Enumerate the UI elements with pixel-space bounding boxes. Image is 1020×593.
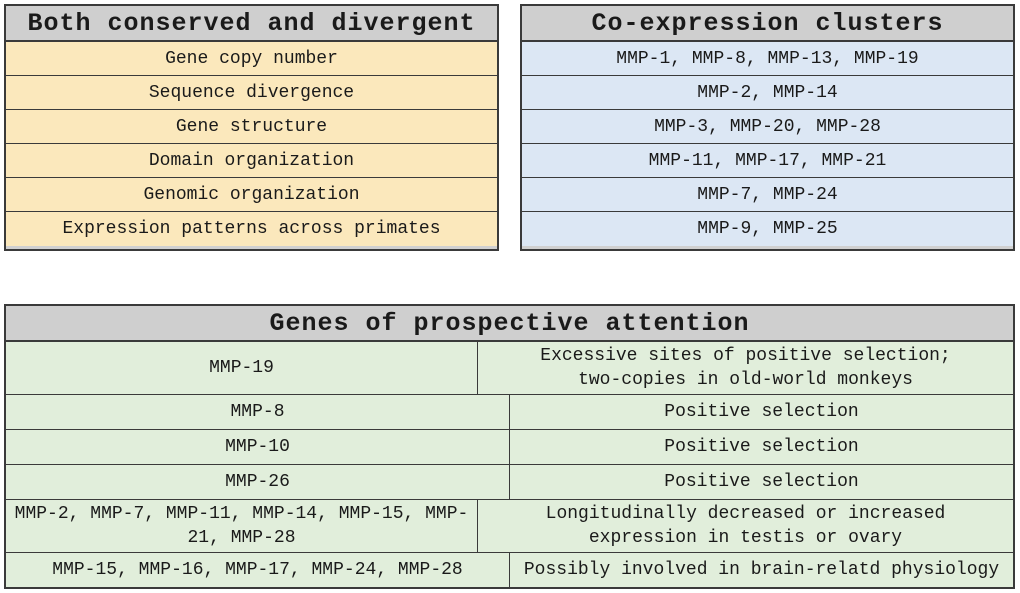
gene-name: MMP-26 (6, 465, 510, 499)
cluster-item: MMP-11, MMP-17, MMP-21 (522, 144, 1013, 178)
gene-row: MMP-26 Positive selection (6, 465, 1013, 500)
conserved-item: Gene structure (6, 110, 497, 144)
gene-row: MMP-2, MMP-7, MMP-11, MMP-14, MMP-15, MM… (6, 500, 1013, 553)
conserved-divergent-table: Both conserved and divergent Gene copy n… (4, 4, 499, 251)
gene-name: MMP-10 (6, 430, 510, 464)
cluster-item: MMP-7, MMP-24 (522, 178, 1013, 212)
gene-row: MMP-15, MMP-16, MMP-17, MMP-24, MMP-28 P… (6, 553, 1013, 587)
conserved-item: Expression patterns across primates (6, 212, 497, 246)
conserved-item: Sequence divergence (6, 76, 497, 110)
gene-name: MMP-19 (6, 342, 478, 394)
cluster-item: MMP-2, MMP-14 (522, 76, 1013, 110)
gene-note: Excessive sites of positive selection; t… (540, 346, 951, 390)
gene-row: MMP-8 Positive selection (6, 395, 1013, 430)
conserved-item: Genomic organization (6, 178, 497, 212)
cluster-item: MMP-9, MMP-25 (522, 212, 1013, 246)
genes-attention-title: Genes of prospective attention (6, 306, 1013, 342)
conserved-item: Gene copy number (6, 42, 497, 76)
conserved-divergent-title: Both conserved and divergent (6, 6, 497, 42)
gene-note: Positive selection (664, 472, 859, 492)
coexpression-clusters-title: Co-expression clusters (522, 6, 1013, 42)
gene-note: Positive selection (664, 402, 859, 422)
conserved-item: Domain organization (6, 144, 497, 178)
gene-note: Longitudinally decreased or increased ex… (545, 504, 946, 548)
gene-note: Possibly involved in brain-relatd physio… (523, 560, 1000, 580)
gene-row: MMP-19 Excessive sites of positive selec… (6, 342, 1013, 395)
coexpression-clusters-table: Co-expression clusters MMP-1, MMP-8, MMP… (520, 4, 1015, 251)
gene-note: Positive selection (664, 437, 859, 457)
cluster-item: MMP-1, MMP-8, MMP-13, MMP-19 (522, 42, 1013, 76)
gene-name: MMP-2, MMP-7, MMP-11, MMP-14, MMP-15, MM… (6, 500, 478, 552)
genes-attention-table: Genes of prospective attention MMP-19 Ex… (4, 304, 1015, 589)
gene-row: MMP-10 Positive selection (6, 430, 1013, 465)
gene-name: MMP-15, MMP-16, MMP-17, MMP-24, MMP-28 (6, 553, 510, 587)
gene-name: MMP-8 (6, 395, 510, 429)
cluster-item: MMP-3, MMP-20, MMP-28 (522, 110, 1013, 144)
